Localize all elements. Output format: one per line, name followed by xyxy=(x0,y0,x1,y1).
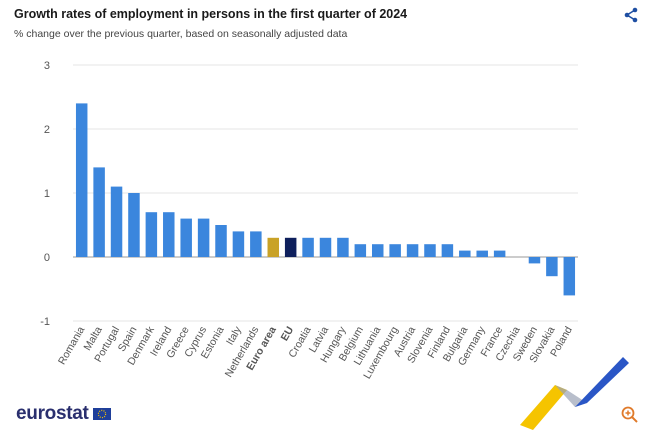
bar-bulgaria[interactable] xyxy=(459,250,471,257)
bar-greece[interactable] xyxy=(180,218,192,257)
bar-latvia[interactable] xyxy=(319,237,332,257)
y-tick-label: 1 xyxy=(44,188,50,200)
bar-france[interactable] xyxy=(493,250,506,257)
bar-ireland[interactable] xyxy=(163,212,175,257)
logo-text: eurostat xyxy=(16,403,89,424)
bar-finland[interactable] xyxy=(441,244,454,257)
bar-croatia[interactable] xyxy=(302,237,314,257)
y-tick-label: 2 xyxy=(44,124,50,136)
bar-cyprus[interactable] xyxy=(197,218,210,257)
bar-spain[interactable] xyxy=(128,193,140,257)
eurostat-logo: eurostat xyxy=(16,403,111,425)
zoom-icon[interactable] xyxy=(620,405,640,425)
bar-romania[interactable] xyxy=(75,103,88,258)
bar-belgium[interactable] xyxy=(354,244,367,257)
bar-portugal[interactable] xyxy=(110,186,123,257)
bar-luxembourg[interactable] xyxy=(389,244,401,257)
bar-italy[interactable] xyxy=(232,231,245,257)
bar-austria[interactable] xyxy=(406,244,419,257)
eu-flag-icon xyxy=(92,408,111,420)
bar-lithuania[interactable] xyxy=(371,244,384,257)
chart-title: Growth rates of employment in persons in… xyxy=(14,7,408,21)
y-tick-label: 0 xyxy=(44,252,50,264)
chart-subtitle: % change over the previous quarter, base… xyxy=(14,28,348,40)
bar-slovenia[interactable] xyxy=(424,244,436,257)
bar-hungary[interactable] xyxy=(337,237,349,257)
bar-sweden[interactable] xyxy=(528,257,541,264)
bar-germany[interactable] xyxy=(476,250,488,257)
bar-slovakia[interactable] xyxy=(546,257,558,277)
bar-poland[interactable] xyxy=(563,257,576,296)
bar-eu[interactable] xyxy=(284,237,297,257)
bar-euro-area[interactable] xyxy=(267,237,280,257)
bar-estonia[interactable] xyxy=(215,225,227,257)
y-tick-label: -1 xyxy=(40,316,50,328)
bar-malta[interactable] xyxy=(93,167,105,257)
share-icon[interactable] xyxy=(622,6,640,24)
bar-netherlands[interactable] xyxy=(250,231,262,257)
y-tick-label: 3 xyxy=(44,60,50,72)
bar-denmark[interactable] xyxy=(145,212,158,257)
decorative-swoosh-icon xyxy=(520,357,629,430)
